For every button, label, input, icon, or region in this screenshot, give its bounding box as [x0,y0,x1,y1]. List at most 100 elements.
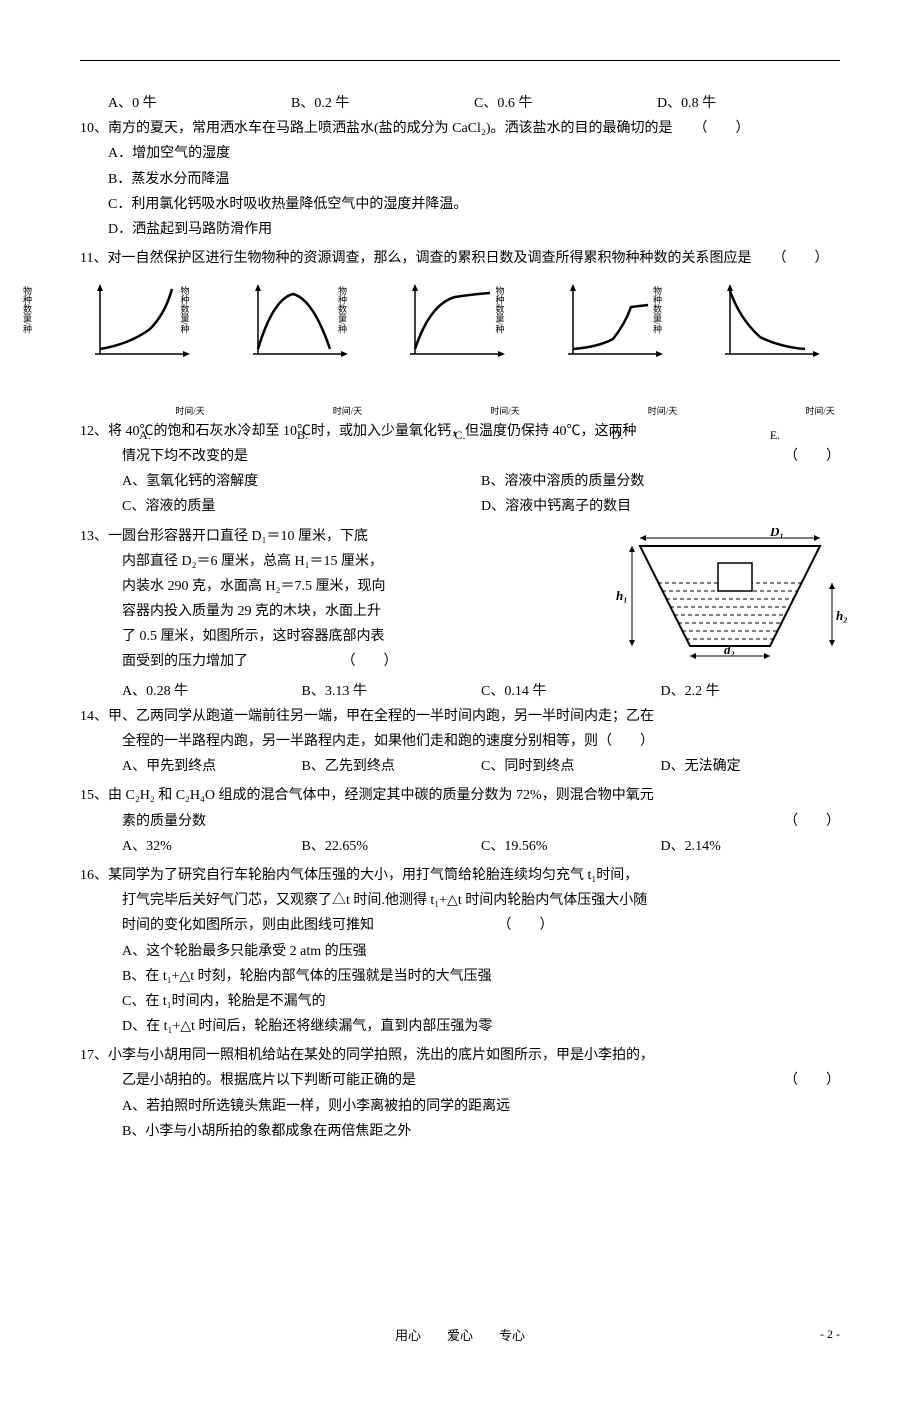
q16-bracket: （ ） [498,918,554,933]
q13-options: A、0.28 牛 B、3.13 牛 C、0.14 牛 D、2.2 牛 [80,679,840,704]
q12-options-row1: A、氢氧化钙的溶解度 B、溶液中溶质的质量分数 [80,469,840,494]
q16-opt-b: B、在 t₁+△t 时刻，轮胎内部气体的压强就是当时的大气压强 [80,964,840,989]
q9-opt-c: C、0.6 牛 [474,91,657,116]
q15-opt-b: B、22.65% [302,834,482,859]
curve-e [730,291,805,349]
q9-opt-b: B、0.2 牛 [291,91,474,116]
q13-svg: D₁ h₁ h₂ [610,528,850,663]
q12-bracket: （ ） [784,444,840,469]
q10-opt-a: A．增加空气的湿度 [108,141,840,166]
q16-l2: 打气完毕后关好气门芯，又观察了△t 时间.他测得 t₁+△t 时间内轮胎内气体压… [80,888,840,913]
q13: 13、一圆台形容器开口直径 D₁＝10 厘米，下底 内部直径 D₂＝6 厘米，总… [80,524,840,675]
q14-opt-b: B、乙先到终点 [302,754,482,779]
q11-b-ylabel: 物种数量/种 [183,286,193,334]
q10-opt-d: D．洒盐起到马路防滑作用 [108,217,840,242]
q11: 11、对一自然保护区进行生物物种的资源调查，那么，调查的累积日数及调查所得累积物… [80,246,840,435]
q12-opt-b: B、溶液中溶质的质量分数 [481,469,840,494]
q11-stem: 11、对一自然保护区进行生物物种的资源调查，那么，调查的累积日数及调查所得累积物… [80,246,840,271]
q16-l1: 16、某同学为了研究自行车轮胎内气体压强的大小，用打气筒给轮胎连续均匀充气 t₁… [80,863,840,888]
q14: 14、甲、乙两同学从跑道一端前往另一端，甲在全程的一半时间内跑，另一半时间内走；… [80,704,840,780]
curve-a [100,289,172,349]
q17-bracket: （ ） [784,1068,840,1093]
q14-opt-c: C、同时到终点 [481,754,661,779]
curve-b [258,294,330,349]
q9-options: A、0 牛 B、0.2 牛 C、0.6 牛 D、0.8 牛 [80,91,840,116]
page-footer: 用心 爱心 专心 - 2 - [80,1324,840,1347]
q13-l1: 13、一圆台形容器开口直径 D₁＝10 厘米，下底 [80,524,600,549]
q15: 15、由 C₂H₂ 和 C₂H₄O 组成的混合气体中，经测定其中碳的质量分数为 … [80,783,840,859]
q14-opt-a: A、甲先到终点 [122,754,302,779]
q11-label-b: B. [238,425,368,447]
top-rule [80,60,840,61]
q13-d1-label: D₁ [769,528,784,539]
q11-charts: 物种数量/种 时间/天 A. 物种数量/种 时间/天 B. [80,279,840,434]
q16-l3: 时间的变化如图所示，则由此图线可推知 （ ） [80,913,840,938]
q9-opt-a: A、0 牛 [108,91,291,116]
q13-l2b: 内部直径 D₂＝6 厘米，总高 H₁＝15 厘米， [80,549,600,574]
q13-diagram: D₁ h₁ h₂ [600,524,840,675]
q10-opt-b: B．蒸发水分而降温 [108,167,840,192]
q11-e-ylabel: 物种数量/种 [655,286,665,334]
q11-b-xlabel: 时间/天 [283,403,413,419]
q15-l1: 15、由 C₂H₂ 和 C₂H₄O 组成的混合气体中，经测定其中碳的质量分数为 … [80,783,840,808]
q13-opt-c: C、0.14 牛 [481,679,661,704]
q17: 17、小李与小胡用同一照相机给站在某处的同学拍照，洗出的底片如图所示，甲是小李拍… [80,1043,840,1144]
q10-stem: 10、南方的夏天，常用洒水车在马路上喷洒盐水(盐的成分为 CaCl₂)。洒该盐水… [80,116,840,141]
q13-h1-label: h₁ [616,588,628,603]
q12-opt-a: A、氢氧化钙的溶解度 [122,469,481,494]
q11-label-d: D. [553,425,683,447]
q17-l2: 乙是小胡拍的。根据底片以下判断可能正确的是 （ ） [80,1068,840,1093]
q16-opt-a: A、这个轮胎最多只能承受 2 atm 的压强 [80,939,840,964]
q11-d-ylabel: 物种数量/种 [498,286,508,334]
q17-opt-b: B、小李与小胡所拍的象都成象在两倍焦距之外 [80,1119,840,1144]
q15-bracket: （ ） [784,809,840,834]
q11-a-xlabel: 时间/天 [125,403,255,419]
curve-d [573,305,648,349]
q10: 10、南方的夏天，常用洒水车在马路上喷洒盐水(盐的成分为 CaCl₂)。洒该盐水… [80,116,840,242]
q16-opt-c: C、在 t₁时间内，轮胎是不漏气的 [80,989,840,1014]
q15-l2-left: 素的质量分数 [122,814,206,829]
q13-opt-a: A、0.28 牛 [122,679,302,704]
q11-chart-e: 物种数量/种 时间/天 E. [710,279,840,434]
q11-label-e: E. [710,425,840,447]
q17-opt-a: A、若拍照时所选镜头焦距一样，则小李离被拍的同学的距离远 [80,1094,840,1119]
q9-opt-d: D、0.8 牛 [657,91,840,116]
q13-opt-d: D、2.2 牛 [661,679,841,704]
q12-opt-c: C、溶液的质量 [122,494,481,519]
q13-l6-left: 面受到的压力增加了 [122,654,248,669]
q11-c-xlabel: 时间/天 [440,403,570,419]
q16-l3-left: 时间的变化如图所示，则由此图线可推知 [122,918,374,933]
q15-opt-d: D、2.14% [661,834,841,859]
q16-opt-d: D、在 t₁+△t 时间后，轮胎还将继续漏气，直到内部压强为零 [80,1014,840,1039]
q17-l1: 17、小李与小胡用同一照相机给站在某处的同学拍照，洗出的底片如图所示，甲是小李拍… [80,1043,840,1068]
q11-d-xlabel: 时间/天 [598,403,728,419]
q13-l4: 容器内投入质量为 29 克的木块，水面上升 [80,599,600,624]
q14-opt-d: D、无法确定 [661,754,841,779]
q12-line2-left: 情况下均不改变的是 [122,449,248,464]
q11-e-xlabel: 时间/天 [755,403,885,419]
q10-opt-c: C．利用氯化钙吸水时吸收热量降低空气中的湿度并降温。 [108,192,840,217]
q11-chart-e-svg [710,279,840,374]
footer-text: 用心 爱心 专心 [395,1328,525,1343]
q15-opt-c: C、19.56% [481,834,661,859]
curve-c [415,293,490,349]
q13-l6: 面受到的压力增加了 （ ） [80,649,600,674]
q11-a-ylabel: 物种数量/种 [25,286,35,334]
q14-options: A、甲先到终点 B、乙先到终点 C、同时到终点 D、无法确定 [80,754,840,779]
q10-options: A．增加空气的湿度 B．蒸发水分而降温 C．利用氯化钙吸水时吸收热量降低空气中的… [80,141,840,242]
q13-h2-label: h₂ [836,608,848,623]
q14-l1: 14、甲、乙两同学从跑道一端前往另一端，甲在全程的一半时间内跑，另一半时间内走；… [80,704,840,729]
q13-l5: 了 0.5 厘米，如图所示，这时容器底部内表 [80,624,600,649]
q11-label-c: C. [395,425,525,447]
q11-label-a: A. [80,425,210,447]
q13-d2-label: d₂ [724,642,735,657]
q13-l3: 内装水 290 克，水面高 H₂＝7.5 厘米，现向 [80,574,600,599]
q17-l2-left: 乙是小胡拍的。根据底片以下判断可能正确的是 [122,1073,416,1088]
q14-l2: 全程的一半路程内跑，另一半路程内走，如果他们走和跑的速度分别相等，则（ ） [80,729,840,754]
q13-opt-b: B、3.13 牛 [302,679,482,704]
q15-opt-a: A、32% [122,834,302,859]
q13-bracket: （ ） [342,654,398,669]
page-number: - 2 - [820,1324,840,1346]
q12-line2: 情况下均不改变的是 （ ） [80,444,840,469]
q15-options: A、32% B、22.65% C、19.56% D、2.14% [80,834,840,859]
